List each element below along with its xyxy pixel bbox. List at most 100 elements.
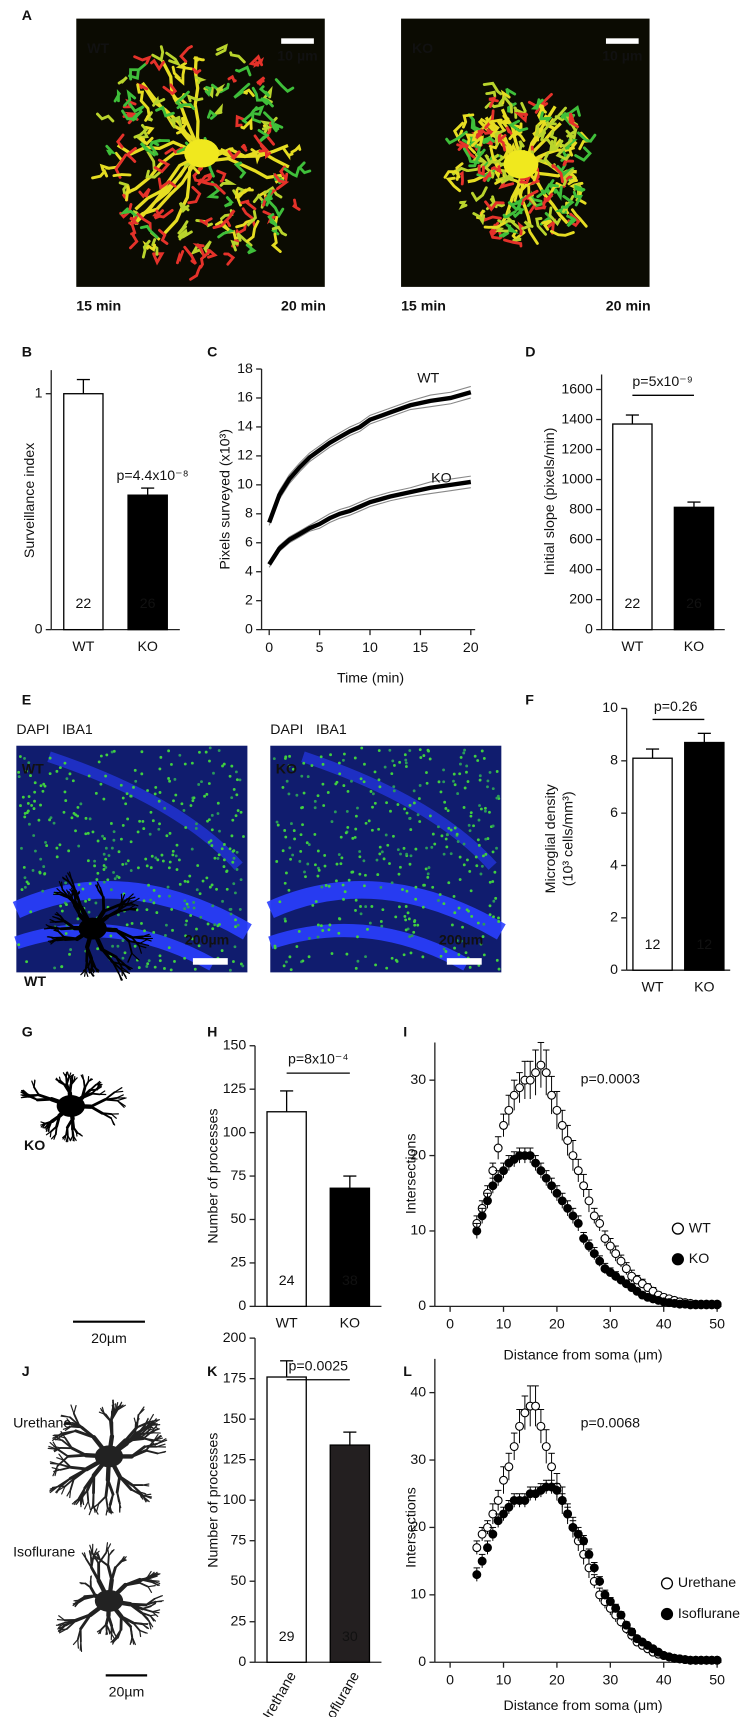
microglia: [228, 847, 232, 851]
microglia: [408, 862, 412, 866]
microglia: [335, 862, 339, 866]
point: [499, 1475, 508, 1485]
error-band: [268, 475, 471, 562]
microglia: [488, 771, 492, 774]
process: [130, 936, 145, 940]
process: [485, 90, 497, 98]
microglia: [173, 960, 176, 963]
process: [111, 1404, 115, 1412]
process: [141, 239, 151, 259]
microglia: [109, 888, 113, 892]
microglia: [393, 763, 396, 767]
microglia: [102, 864, 106, 867]
point: [483, 1196, 492, 1206]
microglia: [65, 777, 69, 781]
microglia: [195, 927, 198, 931]
process: [274, 78, 295, 93]
microglia: [465, 770, 468, 774]
microglia: [458, 772, 462, 776]
microglia: [32, 834, 36, 837]
process: [70, 1404, 75, 1415]
microglia: [421, 905, 425, 909]
microglia: [396, 803, 400, 806]
microglia: [77, 883, 81, 887]
panel-letter: C: [207, 344, 217, 360]
y-tick-label: 30: [410, 1452, 426, 1468]
process: [75, 1600, 81, 1605]
process: [110, 1113, 117, 1119]
process: [129, 1636, 133, 1646]
microglia: [192, 796, 196, 800]
microglia: [462, 863, 466, 867]
microglia: [104, 857, 108, 861]
microglia: [353, 835, 357, 839]
process: [80, 1086, 87, 1100]
microglia: [165, 923, 168, 927]
microglia: [188, 874, 192, 878]
process: [145, 1449, 159, 1455]
process: [240, 88, 255, 98]
microglia: [150, 854, 154, 858]
process: [138, 945, 147, 949]
image-label: KO: [412, 41, 433, 57]
x-tick-label: 20: [549, 1673, 565, 1689]
microglia: [462, 806, 466, 809]
point: [472, 1226, 482, 1236]
microglia: [124, 802, 128, 806]
microglia: [49, 816, 53, 820]
microglia: [124, 862, 128, 866]
y-tick-label: 0: [610, 962, 618, 978]
y-tick-label: 25: [231, 1255, 247, 1271]
process: [153, 209, 165, 220]
microglia: [183, 907, 187, 911]
microglia: [207, 840, 211, 844]
process: [136, 83, 145, 102]
microglia: [482, 756, 486, 760]
microglia: [316, 794, 320, 798]
process: [146, 1570, 152, 1579]
microglia: [458, 878, 462, 881]
point: [493, 1173, 503, 1183]
microglia: [284, 835, 288, 839]
microglia: [81, 887, 85, 891]
microglia: [208, 885, 212, 889]
process: [52, 916, 59, 919]
microglia: [64, 881, 68, 885]
microglia: [456, 840, 460, 843]
point: [536, 1166, 546, 1176]
process: [78, 1595, 86, 1603]
microglia: [455, 939, 459, 943]
process: [45, 1130, 52, 1136]
process: [192, 67, 202, 75]
microglia: [310, 764, 314, 767]
scale-bar-label: 10 µm: [277, 49, 317, 65]
microglia: [207, 782, 211, 785]
process: [140, 1424, 152, 1435]
process: [549, 229, 575, 237]
y-tick-label: 200: [223, 1330, 247, 1346]
image-label: WT: [87, 41, 109, 57]
microglia: [353, 756, 357, 760]
microglia: [183, 762, 187, 766]
point: [627, 1627, 637, 1637]
microglia: [398, 905, 401, 909]
microglia: [111, 944, 114, 948]
point: [584, 1196, 594, 1206]
process: [194, 75, 207, 85]
microglia: [102, 880, 106, 884]
microglia: [182, 809, 186, 812]
microglia: [213, 856, 217, 860]
process: [198, 179, 226, 195]
process: [147, 1584, 156, 1588]
microglia: [125, 923, 129, 927]
process: [50, 927, 63, 930]
microglia: [453, 946, 456, 950]
microglia: [450, 923, 454, 927]
microglia: [189, 804, 193, 807]
microglia: [465, 908, 469, 912]
process: [118, 1475, 134, 1487]
microglia: [442, 852, 446, 856]
annotation: p=5x10⁻⁹: [632, 374, 692, 390]
microglia: [335, 879, 338, 883]
microglia: [70, 816, 74, 820]
